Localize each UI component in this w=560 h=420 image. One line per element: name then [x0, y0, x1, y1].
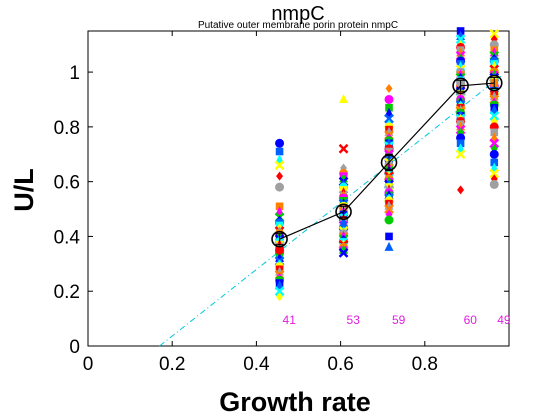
mean-marker [380, 154, 398, 171]
data-point [275, 280, 285, 290]
data-point [384, 241, 394, 251]
y-tick-label: 0.6 [54, 173, 80, 194]
y-tick-label: 0.8 [54, 118, 80, 139]
x-tick-label: 0.6 [327, 354, 353, 375]
data-point [338, 247, 349, 258]
data-point [489, 168, 500, 179]
y-tick-label: 1 [69, 63, 80, 84]
fit-line-layer [159, 74, 503, 347]
data-point [489, 138, 500, 149]
sample-count-label: 60 [464, 313, 478, 327]
data-point [489, 28, 500, 39]
x-axis-label: Growth rate [219, 387, 371, 417]
data-point [489, 179, 499, 189]
sample-count-label: 41 [283, 313, 297, 327]
y-tick-label: 0 [69, 337, 80, 358]
y-tick-label: 0.2 [54, 282, 80, 303]
x-tick-label: 0.2 [159, 354, 185, 375]
data-point [456, 143, 466, 153]
mean-marker [452, 77, 469, 95]
data-point [275, 147, 284, 156]
data-point [339, 93, 349, 103]
data-point [455, 34, 466, 45]
data-point [275, 138, 285, 148]
data-point [385, 232, 393, 241]
data-point [276, 171, 284, 181]
sample-count-label: 49 [497, 313, 511, 327]
data-point [455, 149, 466, 160]
data-point [384, 204, 394, 214]
sample-count-label: 53 [347, 313, 361, 327]
mean-series-layer [271, 74, 503, 248]
count-labels-layer: 41 53 59 60 49 [283, 313, 511, 327]
chart-title: nmpC [271, 3, 324, 25]
x-tick-label: 0 [83, 354, 94, 375]
chart-subtitle: Putative outer membrane porin protein nm… [198, 20, 398, 31]
data-point [489, 162, 499, 172]
data-point [489, 111, 500, 121]
data-point [384, 94, 394, 104]
mean-marker [485, 74, 503, 92]
plot-area [87, 30, 510, 347]
y-tick-label: 0.4 [54, 227, 81, 248]
data-point [489, 149, 499, 159]
data-point [275, 245, 285, 255]
data-point [274, 160, 285, 171]
data-point [275, 206, 285, 216]
fit-line [159, 74, 503, 347]
data-point [274, 286, 285, 297]
data-point [275, 182, 285, 192]
x-tick-label: 0.4 [243, 354, 270, 375]
data-point [489, 104, 499, 114]
y-axis-label: U/L [9, 168, 39, 212]
data-point [276, 292, 284, 302]
data-point [384, 113, 394, 124]
data-point [384, 107, 394, 117]
data-point [384, 215, 394, 225]
sample-count-label: 59 [392, 313, 406, 327]
mean-marker [335, 203, 352, 221]
data-point [340, 218, 348, 228]
data-point [338, 143, 349, 154]
data-point [385, 84, 393, 94]
mean-marker [271, 230, 288, 248]
axis-ticks-layer: 0 0.2 0.4 0.6 0.8 0 0.2 0.4 0.6 0.8 1 [54, 31, 509, 375]
data-point [489, 132, 499, 142]
x-tick-label: 0.8 [412, 354, 438, 375]
data-point [457, 185, 465, 195]
data-point [275, 154, 285, 164]
